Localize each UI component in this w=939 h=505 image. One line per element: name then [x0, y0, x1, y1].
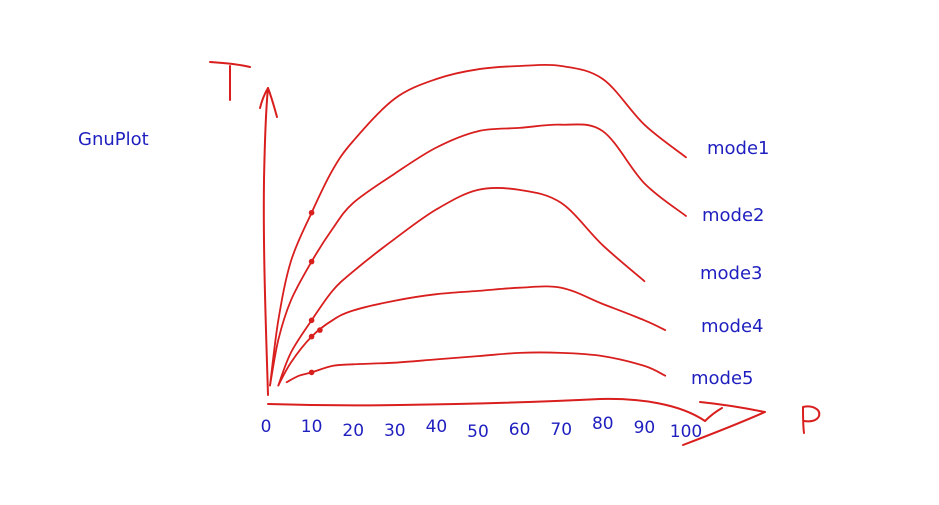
series-line-mode5	[285, 351, 667, 384]
x-tick-label: 10	[301, 417, 323, 437]
series-label-mode3: mode3	[700, 263, 763, 284]
y-axis-label: T	[209, 61, 251, 101]
series-point-mode4	[308, 333, 315, 340]
series-label-mode4: mode4	[701, 316, 764, 337]
x-tick-label: 100	[670, 422, 702, 442]
chart-title: GnuPlot	[78, 129, 149, 150]
series-line-mode2	[269, 123, 687, 387]
series-label-mode1: mode1	[707, 138, 770, 159]
series-lines	[269, 64, 687, 387]
series-label-mode2: mode2	[702, 205, 765, 226]
series-point-mode5	[308, 369, 315, 376]
series-labels: mode1 mode2 mode3 mode4 mode5	[691, 138, 770, 389]
series-markers	[308, 209, 323, 376]
x-tick-label: 70	[550, 420, 572, 440]
y-axis-label-glyph	[209, 61, 251, 101]
x-axis-line	[267, 397, 706, 422]
x-tick-label: 50	[467, 422, 489, 442]
series-point-mode4	[317, 327, 323, 333]
series-point-mode3	[308, 317, 315, 324]
x-tick-label: 60	[509, 420, 531, 440]
x-axis-label: P	[802, 405, 821, 434]
y-axis-arrow	[259, 87, 278, 118]
series-point-mode2	[308, 258, 315, 265]
series-line-mode4	[277, 285, 667, 387]
series-line-mode1	[269, 64, 687, 387]
x-tick-label: 40	[426, 417, 448, 437]
x-tick-label: 80	[592, 414, 614, 434]
y-axis-line	[262, 87, 269, 396]
x-axis-label-glyph	[802, 405, 821, 434]
x-tick-labels: 0 10 20 30 40 50 60 70 80 90 100	[261, 414, 703, 442]
series-label-mode5: mode5	[691, 368, 754, 389]
x-tick-label: 30	[384, 421, 406, 441]
x-axis-arrow	[682, 401, 766, 446]
x-tick-label: 0	[261, 417, 272, 437]
series-point-mode1	[308, 209, 315, 216]
x-tick-label: 20	[342, 421, 364, 441]
series-line-mode3	[277, 186, 646, 387]
x-tick-label: 90	[634, 418, 656, 438]
